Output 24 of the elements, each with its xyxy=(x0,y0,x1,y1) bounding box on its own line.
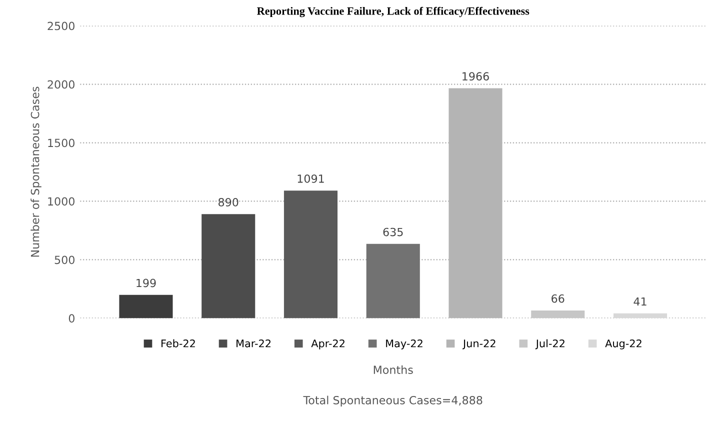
legend-label: May-22 xyxy=(386,339,422,350)
y-tick-label: 0 xyxy=(68,314,74,323)
legend-label: Apr-22 xyxy=(311,339,344,350)
legend-label: Mar-22 xyxy=(236,339,270,348)
y-tick-label: 1000 xyxy=(48,197,74,206)
data-label: 199 xyxy=(136,278,156,288)
y-axis-title: Number of Spontaneous Cases xyxy=(30,86,42,257)
legend-label: Jun-22 xyxy=(462,339,496,350)
y-tick-label: 500 xyxy=(54,256,74,264)
x-axis-title: Months xyxy=(374,365,413,374)
legend-label: Jul-22 xyxy=(535,339,564,350)
y-tick-label: 2500 xyxy=(48,22,74,30)
data-label: 41 xyxy=(634,297,646,306)
data-label: 1091 xyxy=(298,174,324,183)
y-tick-label: 1500 xyxy=(48,138,74,148)
text: Total Spontaneous Cases=4,888 xyxy=(303,396,482,407)
data-label: 1966 xyxy=(462,72,489,81)
data-label: 890 xyxy=(218,198,238,206)
legend-label: Feb-22 xyxy=(162,339,195,348)
chart-title: Reporting Vaccine Failure, Lack of Efficacy/Effectiveness xyxy=(257,6,530,18)
y-tick-label: 2000 xyxy=(48,80,74,89)
data-label: 66 xyxy=(552,294,564,303)
legend-label: Aug-22 xyxy=(605,339,642,350)
data-label: 635 xyxy=(383,228,403,236)
